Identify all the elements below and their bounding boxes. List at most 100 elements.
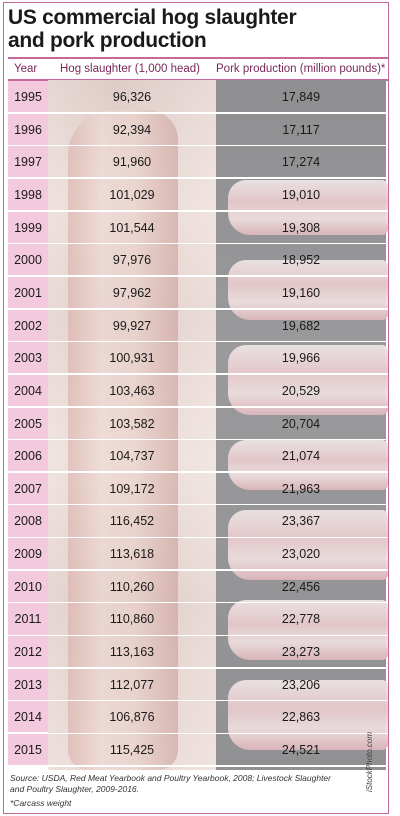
source-note: Source: USDA, Red Meat Yearbook and Poul… [10, 773, 331, 794]
pork-belly-photo [216, 80, 388, 770]
row-divider [8, 373, 388, 375]
year-cell: 2012 [14, 645, 42, 660]
year-cell: 2006 [14, 449, 42, 464]
hog-slaughter-cell: 101,544 [109, 220, 155, 235]
hog-slaughter-cell: 110,260 [109, 579, 155, 594]
pork-slab [228, 510, 388, 580]
title-line-1: US commercial hog slaughter [8, 6, 297, 29]
year-cell: 2003 [14, 351, 42, 366]
hog-slaughter-cell: 103,463 [109, 383, 155, 398]
title-line-2: and pork production [8, 29, 207, 52]
year-cell: 2001 [14, 285, 42, 300]
year-band [8, 538, 48, 570]
page-title: US commercial hog slaughter and pork pro… [8, 6, 308, 52]
pork-production-cell: 22,778 [281, 612, 321, 627]
year-band [8, 407, 48, 439]
header-bottom-rule [8, 79, 388, 81]
year-band [8, 440, 48, 472]
pork-production-cell: 19,308 [281, 220, 321, 235]
column-header-year: Year [14, 63, 38, 75]
header-top-rule [8, 57, 388, 59]
pork-production-cell: 17,274 [281, 155, 321, 170]
pork-production-cell: 22,863 [281, 710, 321, 725]
year-cell: 2000 [14, 253, 42, 268]
year-band [8, 342, 48, 374]
hog-slaughter-cell: 113,163 [109, 645, 155, 660]
year-band [8, 211, 48, 243]
pork-production-cell: 19,010 [281, 187, 321, 202]
photo-veil [216, 80, 386, 770]
pork-production-cell: 20,704 [281, 416, 321, 431]
year-cell: 2009 [14, 547, 42, 562]
pork-slab [228, 345, 388, 415]
year-band [8, 309, 48, 341]
pork-production-cell: 24,521 [281, 743, 321, 757]
row-divider [8, 340, 388, 343]
pork-production-cell: 23,020 [281, 547, 321, 562]
year-band [8, 244, 48, 276]
row-divider [8, 308, 388, 310]
pork-slab [228, 260, 388, 320]
row-divider [8, 634, 388, 637]
year-band [8, 734, 48, 766]
year-band [8, 505, 48, 537]
hog-slaughter-cell: 104,737 [109, 449, 155, 464]
year-cell: 2002 [14, 318, 42, 333]
row-divider [8, 699, 388, 702]
pork-production-cell: 17,117 [282, 122, 320, 137]
year-band [8, 701, 48, 733]
hog-slaughter-cell: 96,326 [112, 90, 152, 104]
carcass-weight-note: *Carcass weight [10, 798, 72, 808]
row-divider [8, 275, 388, 277]
pork-production-cell: 23,273 [281, 645, 321, 660]
row-divider [8, 210, 388, 212]
year-band [8, 178, 48, 211]
pork-production-cell: 18,952 [281, 253, 321, 268]
hog-slaughter-cell: 91,960 [112, 155, 152, 170]
row-divider [8, 177, 388, 179]
hog-slaughter-cell: 113,618 [109, 547, 155, 562]
year-cell: 2014 [14, 710, 42, 725]
year-band [8, 81, 48, 113]
year-band [8, 668, 48, 700]
row-divider [8, 242, 388, 245]
year-band [8, 113, 48, 145]
year-band [8, 374, 48, 406]
hog-slaughter-cell: 101,029 [109, 187, 155, 202]
row-divider [8, 569, 388, 571]
year-cell: 1999 [14, 220, 42, 235]
pork-production-cell: 23,206 [281, 677, 321, 692]
row-divider [8, 438, 388, 441]
hog-slaughter-cell: 99,927 [112, 318, 152, 333]
year-cell: 2005 [14, 416, 42, 431]
year-cell: 1996 [14, 122, 42, 137]
row-divider [8, 144, 388, 147]
pork-production-cell: 21,074 [281, 449, 321, 464]
pork-production-cell: 20,529 [281, 383, 321, 398]
pork-slab [228, 600, 388, 660]
photo-credit: iStockPhoto.com [365, 731, 374, 792]
year-cell: 1998 [14, 187, 42, 202]
row-divider [8, 112, 388, 114]
pork-production-cell: 17,849 [281, 90, 321, 104]
pork-slab [228, 180, 388, 235]
pork-production-cell: 19,682 [281, 318, 321, 333]
pork-production-cell: 19,160 [281, 285, 321, 300]
year-band [8, 472, 48, 504]
row-divider [8, 406, 388, 408]
row-divider [8, 536, 388, 539]
year-band [8, 146, 48, 178]
row-divider [8, 601, 388, 604]
row-divider [8, 471, 388, 473]
pork-production-cell: 21,963 [281, 481, 321, 496]
year-cell: 1997 [14, 155, 42, 170]
pork-slab [228, 680, 388, 750]
pork-slab [228, 440, 388, 490]
row-divider [8, 732, 388, 734]
hog-slaughter-cell: 109,172 [109, 481, 155, 496]
year-cell: 2004 [14, 383, 42, 398]
row-divider [8, 503, 388, 506]
year-cell: 2008 [14, 514, 42, 529]
hog-slaughter-cell: 97,976 [112, 253, 152, 268]
year-cell: 1995 [14, 90, 42, 104]
